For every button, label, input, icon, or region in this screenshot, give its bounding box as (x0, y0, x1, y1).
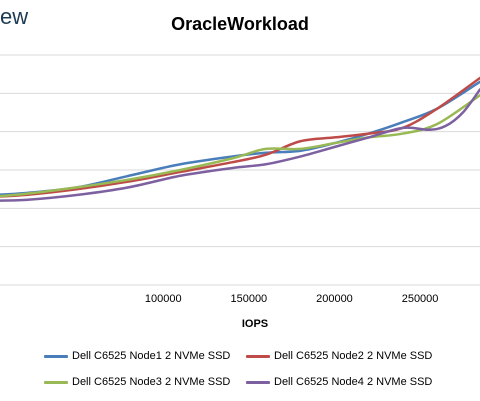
legend-swatch (246, 380, 270, 384)
legend-item-node4: Dell C6525 Node4 2 NVMe SSD (246, 376, 432, 388)
x-tick-label: 250000 (402, 293, 439, 305)
legend-label: Dell C6525 Node1 2 NVMe SSD (72, 350, 231, 362)
series-line-node1 (0, 80, 480, 196)
legend-label: Dell C6525 Node4 2 NVMe SSD (274, 376, 433, 388)
series-line-node3 (0, 94, 480, 198)
gridlines (0, 54, 480, 286)
x-axis-label: IOPS (242, 318, 268, 330)
x-tick-label: 200000 (316, 293, 353, 305)
line-chart: 0100000150000200000250000 IOPS (0, 54, 480, 330)
legend-label: Dell C6525 Node3 2 NVMe SSD (72, 376, 231, 388)
legend-swatch (246, 354, 270, 358)
series-line-node2 (0, 76, 480, 198)
legend-swatch (44, 354, 68, 358)
series-line-node4 (0, 88, 480, 202)
legend-label: Dell C6525 Node2 2 NVMe SSD (274, 350, 433, 362)
x-tick-label: 150000 (230, 293, 267, 305)
x-axis-ticks: 0100000150000200000250000 (145, 293, 439, 305)
legend-item-node1: Dell C6525 Node1 2 NVMe SSD (44, 350, 230, 362)
legend: Dell C6525 Node1 2 NVMe SSD Dell C6525 No… (0, 346, 480, 394)
series-lines (0, 76, 480, 202)
chart-title: OracleWorkload (171, 14, 309, 34)
x-tick-label: 100000 (145, 293, 182, 305)
legend-item-node2: Dell C6525 Node2 2 NVMe SSD (246, 350, 432, 362)
brand-logo-text: ew (0, 4, 29, 29)
legend-swatch (44, 380, 68, 384)
legend-item-node3: Dell C6525 Node3 2 NVMe SSD (44, 376, 230, 388)
